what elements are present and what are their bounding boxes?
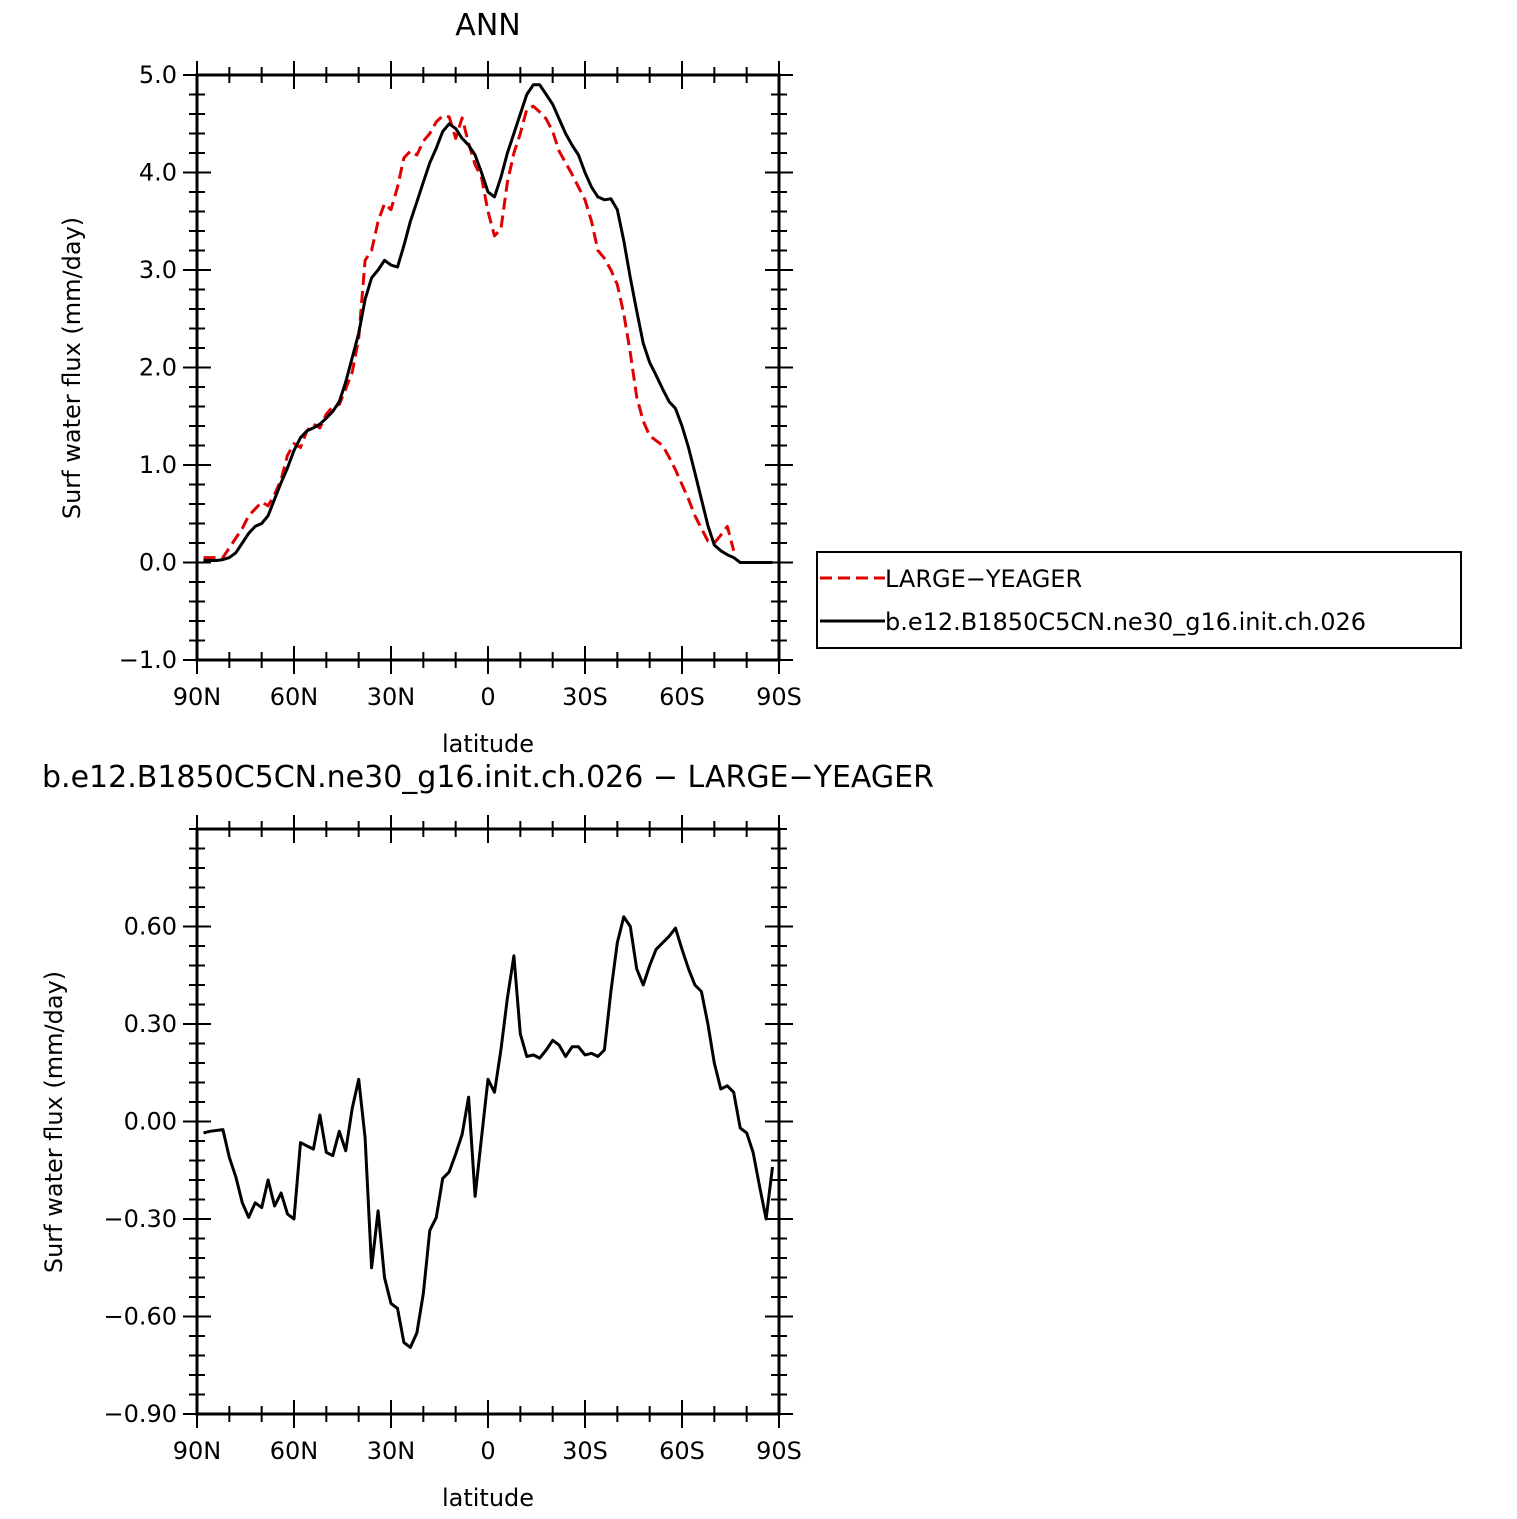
y-tick-label: 1.0 [139, 451, 177, 479]
y-tick-label: 0.60 [124, 913, 177, 941]
legend: LARGE−YEAGER b.e12.B1850C5CN.ne30_g16.in… [816, 551, 1462, 649]
y-tick-labels: −1.0 0.0 1.0 2.0 3.0 4.0 5.0 [119, 61, 177, 674]
y-axis-label: Surf water flux (mm/day) [58, 217, 86, 519]
y-tick-label: 0.30 [124, 1010, 177, 1038]
plot-frame [195, 827, 781, 1416]
x-tick-labels: 90N 60N 30N 0 30S 60S 90S [173, 1437, 802, 1465]
series-lines [203, 915, 774, 1349]
y-tick-label: −0.90 [103, 1400, 177, 1428]
x-axis-label: latitude [442, 1484, 534, 1512]
x-tick-labels: 90N 60N 30N 0 30S 60S 90S [173, 683, 802, 711]
series-line-0 [203, 104, 736, 560]
x-tick-label: 90S [756, 683, 802, 711]
x-axis-label: latitude [442, 730, 534, 758]
x-tick-label: 30S [562, 1437, 608, 1465]
chart-title: ANN [455, 8, 520, 43]
x-tick-label: 60N [270, 683, 319, 711]
series-lines [203, 83, 773, 564]
legend-label-model: b.e12.B1850C5CN.ne30_g16.init.ch.026 [885, 608, 1366, 636]
y-tick-label: −0.60 [103, 1303, 177, 1331]
y-tick-label: 5.0 [139, 61, 177, 89]
x-tick-label: 30N [367, 683, 416, 711]
x-tick-label: 60S [659, 683, 705, 711]
bottom-panel: b.e12.B1850C5CN.ne30_g16.init.ch.026 − L… [40, 760, 934, 1512]
axes-ticks [183, 815, 793, 1428]
top-panel: ANN −1.0 0.0 1.0 2.0 3.0 4.0 5.0 90N 60N 30N 0 30S… [58, 8, 802, 758]
y-tick-label: −1.0 [119, 646, 177, 674]
x-tick-label: 30N [367, 1437, 416, 1465]
y-tick-labels: −0.90 −0.60 −0.30 0.00 0.30 0.60 [103, 913, 177, 1429]
x-tick-label: 60N [270, 1437, 319, 1465]
plot-frame [195, 73, 781, 662]
x-tick-label: 0 [480, 1437, 495, 1465]
x-tick-label: 0 [480, 683, 495, 711]
x-tick-label: 90N [173, 683, 222, 711]
y-tick-label: 2.0 [139, 354, 177, 382]
y-tick-label: 0.00 [124, 1108, 177, 1136]
y-tick-label: 4.0 [139, 159, 177, 187]
y-tick-label: 0.0 [139, 549, 177, 577]
x-tick-label: 60S [659, 1437, 705, 1465]
y-tick-label: 3.0 [139, 256, 177, 284]
legend-frame [816, 551, 1462, 649]
series-line-1 [203, 83, 773, 564]
x-tick-label: 90N [173, 1437, 222, 1465]
x-tick-label: 30S [562, 683, 608, 711]
y-tick-label: −0.30 [103, 1205, 177, 1233]
axes-ticks [183, 61, 793, 674]
y-axis-label: Surf water flux (mm/day) [40, 971, 68, 1273]
series-line-0 [203, 915, 774, 1349]
chart-title: b.e12.B1850C5CN.ne30_g16.init.ch.026 − L… [42, 760, 934, 795]
x-tick-label: 90S [756, 1437, 802, 1465]
legend-label-large-yeager: LARGE−YEAGER [885, 565, 1082, 593]
